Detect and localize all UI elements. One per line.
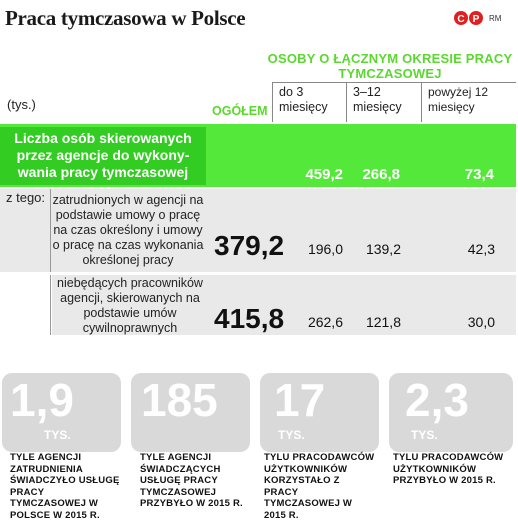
summary-value-0-3: 459,2 bbox=[305, 166, 343, 183]
summary-value-3-12: 266,8 bbox=[362, 166, 400, 183]
publisher-logo-icon: C P bbox=[454, 11, 483, 25]
chart-title: Praca tymczasowa w Polsce bbox=[5, 6, 246, 30]
row-divider bbox=[50, 275, 51, 335]
unit-label: (tys.) bbox=[7, 97, 36, 112]
stat-unit: TYS. bbox=[411, 428, 438, 442]
column-header-12-plus: powyżej 12 miesięcy bbox=[421, 82, 516, 122]
stat-value: 17 bbox=[274, 374, 326, 426]
svg-text:P: P bbox=[473, 14, 480, 25]
stat-box: 185 bbox=[131, 373, 250, 452]
row-civil-value-12-plus: 30,0 bbox=[467, 314, 495, 330]
row-label-employed: zatrudnionych w agencji na podstawie umo… bbox=[52, 193, 204, 267]
stat-value: 185 bbox=[141, 374, 218, 426]
stat-value: 2,3 bbox=[405, 374, 469, 426]
row-employed-value-0-3: 196,0 bbox=[307, 241, 343, 257]
total-column-header: OGÓŁEM bbox=[212, 104, 268, 118]
row-employed-value-12-plus: 42,3 bbox=[467, 241, 495, 257]
stat-box: 17 TYS. bbox=[260, 373, 379, 452]
subset-label: z tego: bbox=[6, 190, 46, 205]
summary-value-12-plus: 73,4 bbox=[464, 166, 494, 183]
stat-caption: TYLU PRACODAWCÓW UŻYTKOWNIKÓW PRZYBYŁO W… bbox=[393, 452, 504, 486]
table-row bbox=[0, 189, 516, 272]
stat-value: 1,9 bbox=[10, 374, 74, 426]
logo-rm-text: RM bbox=[489, 14, 502, 23]
stat-unit: TYS. bbox=[278, 428, 305, 442]
summary-row-label: Liczba osób skierowanych przez agencje d… bbox=[0, 127, 206, 185]
row-divider bbox=[50, 189, 51, 272]
stat-caption: TYLU PRACODAWCÓW UŻYTKOWNIKÓW KORZYSTAŁO… bbox=[264, 452, 375, 521]
stat-box: 2,3 TYS. bbox=[389, 373, 513, 452]
row-civil-value-0-3: 262,6 bbox=[307, 314, 343, 330]
stat-unit: TYS. bbox=[44, 428, 71, 442]
column-header-3-12: 3–12 miesięcy bbox=[346, 82, 421, 122]
stat-caption: TYLE AGENCJI ŚWIADCZĄCYCH USŁUGĘ PRACY T… bbox=[140, 452, 243, 509]
row-employed-value-3-12: 139,2 bbox=[365, 241, 401, 257]
stat-caption: TYLE AGENCJI ZATRUDNIENIA ŚWIADCZYŁO USŁ… bbox=[10, 452, 120, 521]
stat-box: 1,9 TYS. bbox=[2, 373, 121, 452]
svg-text:C: C bbox=[457, 14, 464, 25]
row-total-employed: 379,2 bbox=[214, 230, 285, 261]
row-civil-value-3-12: 121,8 bbox=[365, 314, 401, 330]
column-header-0-3: do 3 miesięcy bbox=[272, 82, 346, 122]
row-label-civil-contracts: niebędących pracowników agencji, skierow… bbox=[57, 276, 203, 335]
table-row bbox=[52, 275, 516, 335]
group-header: OSOBY O ŁĄCZNYM OKRESIE PRACY TYMCZASOWE… bbox=[267, 51, 513, 81]
row-total-civil-contracts: 415,8 bbox=[214, 303, 285, 334]
